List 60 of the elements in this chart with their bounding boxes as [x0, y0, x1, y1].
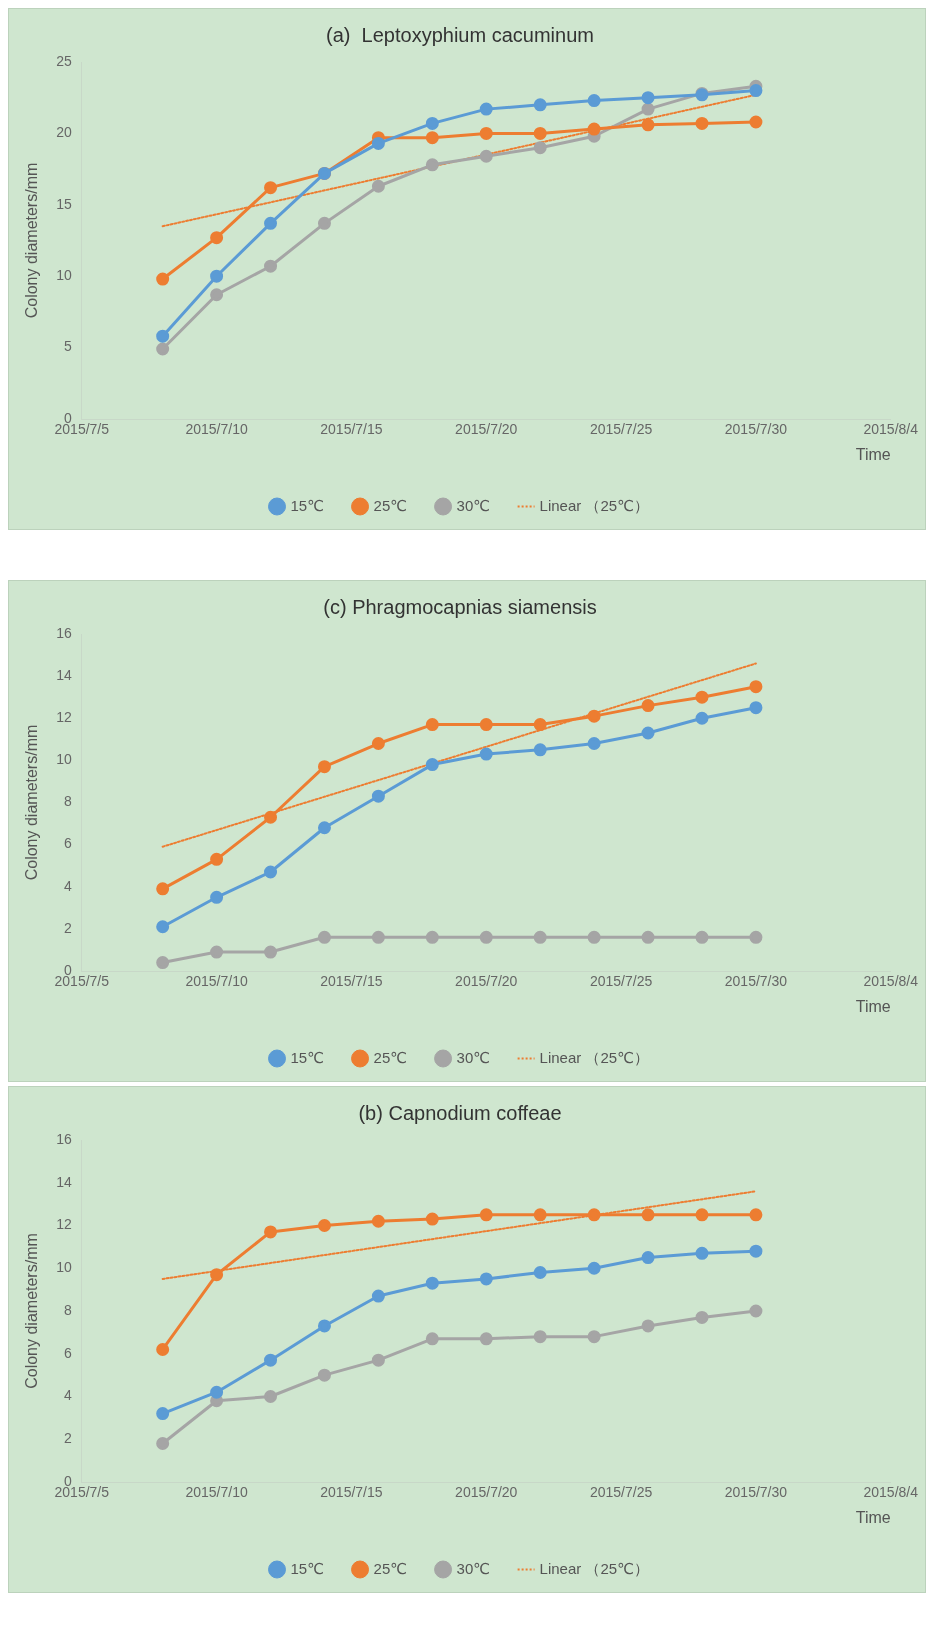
y-tick-label: 10 — [56, 751, 72, 768]
x-tick-label: 2015/8/4 — [863, 421, 919, 438]
x-tick-label: 2015/7/15 — [320, 1484, 383, 1501]
chart-title: (b) Capnodium coffeae — [358, 1101, 562, 1124]
x-tick-label: 2015/8/4 — [863, 1484, 919, 1501]
y-tick-label: 25 — [56, 52, 72, 69]
y-tick-label: 15 — [56, 195, 72, 212]
y-tick-label: 16 — [56, 624, 72, 641]
x-tick-label: 2015/7/30 — [724, 973, 788, 990]
chart-title: (c) Phragmocapnias siamensis — [323, 595, 597, 618]
x-tick-label: 2015/7/20 — [455, 973, 518, 990]
legend-label: 30℃ — [456, 1048, 491, 1066]
y-tick-label: 12 — [56, 709, 72, 726]
y-axis-title: Colony diameters/mm — [23, 724, 41, 881]
y-tick-label: 2 — [63, 1430, 72, 1447]
y-tick-label: 12 — [56, 1216, 72, 1233]
x-tick-label: 2015/7/10 — [185, 973, 248, 990]
y-tick-label: 5 — [63, 338, 72, 355]
x-tick-label: 2015/7/20 — [455, 1484, 518, 1501]
x-tick-label: 2015/7/15 — [320, 973, 383, 990]
legend-label: 15℃ — [290, 1559, 325, 1577]
x-tick-label: 2015/7/20 — [455, 421, 518, 438]
y-tick-label: 4 — [63, 877, 72, 894]
y-tick-label: 10 — [56, 1259, 72, 1276]
x-tick-label: 2015/7/25 — [589, 973, 653, 990]
legend-label: 30℃ — [456, 496, 491, 514]
legend-label: 25℃ — [373, 1048, 408, 1066]
y-axis-title: Colony diameters/mm — [23, 162, 41, 319]
legend-label: Linear （25℃） — [539, 496, 649, 514]
legend-label: 15℃ — [290, 496, 325, 514]
x-tick-label: 2015/7/30 — [724, 421, 788, 438]
y-tick-label: 14 — [56, 1173, 72, 1190]
x-tick-label: 2015/7/10 — [185, 421, 248, 438]
y-tick-label: 2 — [63, 919, 72, 936]
x-axis-title: Time — [855, 445, 891, 463]
x-tick-label: 2015/7/25 — [589, 421, 653, 438]
y-tick-label: 4 — [63, 1387, 72, 1404]
x-tick-label: 2015/7/15 — [320, 421, 383, 438]
y-tick-label: 20 — [56, 124, 72, 141]
legend-label: 30℃ — [456, 1559, 491, 1577]
y-tick-label: 8 — [63, 1301, 72, 1318]
y-tick-label: 14 — [56, 666, 72, 683]
x-tick-label: 2015/8/4 — [863, 973, 919, 990]
legend-label: 25℃ — [373, 1559, 408, 1577]
legend-label: Linear （25℃） — [539, 1559, 649, 1577]
legend-label: Linear （25℃） — [539, 1048, 649, 1066]
x-axis-title: Time — [855, 1508, 891, 1526]
y-tick-label: 6 — [63, 1344, 72, 1361]
legend-label: 15℃ — [290, 1048, 325, 1066]
x-tick-label: 2015/7/30 — [724, 1484, 788, 1501]
x-tick-label: 2015/7/25 — [589, 1484, 653, 1501]
legend-label: 25℃ — [373, 496, 408, 514]
y-tick-label: 6 — [63, 835, 72, 852]
chart-title: (a) Leptoxyphium cacuminum — [326, 23, 594, 46]
y-tick-label: 8 — [63, 793, 72, 810]
x-axis-title: Time — [855, 997, 891, 1015]
y-tick-label: 16 — [56, 1130, 72, 1147]
y-tick-label: 10 — [56, 267, 72, 284]
y-axis-title: Colony diameters/mm — [23, 1233, 41, 1389]
x-tick-label: 2015/7/10 — [185, 1484, 248, 1501]
